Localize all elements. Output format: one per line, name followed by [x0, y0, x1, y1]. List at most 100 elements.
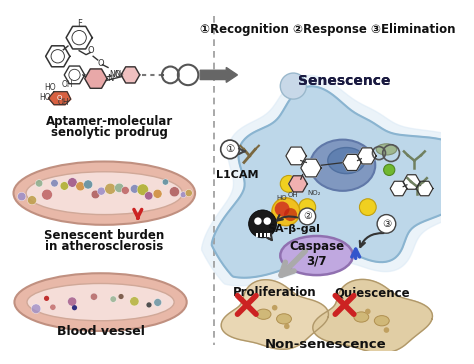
- Polygon shape: [201, 75, 474, 286]
- Circle shape: [264, 217, 271, 225]
- Circle shape: [359, 199, 376, 215]
- Circle shape: [130, 297, 139, 306]
- Text: Quiescence: Quiescence: [335, 286, 410, 299]
- Polygon shape: [121, 67, 140, 83]
- Ellipse shape: [310, 140, 375, 191]
- Text: Proliferation: Proliferation: [233, 286, 317, 299]
- Circle shape: [68, 297, 77, 306]
- Ellipse shape: [14, 273, 187, 331]
- Circle shape: [97, 187, 105, 195]
- Circle shape: [130, 185, 139, 193]
- Circle shape: [115, 183, 124, 193]
- Circle shape: [153, 189, 162, 198]
- Text: in atherosclerosis: in atherosclerosis: [45, 240, 164, 253]
- Circle shape: [299, 208, 316, 225]
- Circle shape: [154, 298, 162, 306]
- Circle shape: [50, 304, 56, 310]
- Ellipse shape: [27, 284, 174, 321]
- Polygon shape: [48, 92, 71, 105]
- Bar: [264, 233, 266, 237]
- Text: O: O: [57, 95, 62, 101]
- Circle shape: [146, 302, 152, 308]
- Circle shape: [83, 180, 92, 189]
- Text: Non-senescence: Non-senescence: [265, 339, 387, 352]
- Text: L1CAM: L1CAM: [216, 170, 259, 179]
- Text: Senescent burden: Senescent burden: [44, 229, 164, 242]
- Circle shape: [110, 296, 117, 302]
- Circle shape: [377, 215, 396, 233]
- Text: NO₂: NO₂: [109, 70, 124, 79]
- Text: F: F: [77, 19, 82, 28]
- Text: ②: ②: [303, 211, 312, 221]
- Bar: [267, 233, 270, 237]
- Circle shape: [254, 217, 262, 225]
- Ellipse shape: [13, 162, 195, 225]
- Ellipse shape: [354, 312, 369, 322]
- Circle shape: [91, 190, 100, 199]
- Text: NO₂: NO₂: [307, 190, 321, 196]
- Text: ①: ①: [225, 145, 235, 154]
- Circle shape: [137, 184, 148, 195]
- Circle shape: [18, 192, 26, 201]
- Polygon shape: [301, 159, 321, 177]
- Circle shape: [145, 191, 153, 200]
- Text: HO: HO: [277, 195, 287, 201]
- Polygon shape: [357, 148, 376, 164]
- Circle shape: [51, 179, 58, 187]
- Circle shape: [284, 208, 297, 221]
- Circle shape: [169, 187, 180, 197]
- Text: Senescence: Senescence: [298, 74, 391, 88]
- Circle shape: [180, 192, 186, 198]
- Circle shape: [221, 140, 239, 159]
- Text: OH: OH: [288, 192, 299, 198]
- Circle shape: [27, 196, 36, 205]
- Circle shape: [284, 324, 290, 329]
- Ellipse shape: [276, 314, 292, 324]
- Text: Senescence: Senescence: [298, 74, 391, 88]
- Polygon shape: [212, 86, 468, 278]
- Circle shape: [72, 305, 77, 310]
- Circle shape: [383, 327, 389, 333]
- Circle shape: [60, 182, 69, 190]
- Circle shape: [280, 73, 306, 99]
- Bar: [256, 233, 258, 237]
- Text: Caspase
3/7: Caspase 3/7: [289, 240, 344, 268]
- Text: ①Recognition ②Response ③Elimination: ①Recognition ②Response ③Elimination: [200, 23, 456, 36]
- Circle shape: [185, 190, 192, 197]
- Circle shape: [105, 183, 116, 194]
- Circle shape: [299, 199, 316, 215]
- Circle shape: [275, 202, 290, 217]
- Polygon shape: [221, 280, 328, 349]
- Circle shape: [118, 294, 124, 299]
- Bar: [260, 233, 262, 237]
- Circle shape: [280, 175, 297, 192]
- Circle shape: [272, 305, 277, 310]
- Circle shape: [68, 178, 77, 187]
- Text: N: N: [114, 70, 120, 79]
- Polygon shape: [313, 280, 432, 353]
- Circle shape: [272, 198, 300, 226]
- Polygon shape: [416, 181, 433, 196]
- Polygon shape: [289, 176, 307, 192]
- Ellipse shape: [328, 147, 365, 174]
- Circle shape: [121, 186, 129, 194]
- Ellipse shape: [26, 172, 182, 215]
- Circle shape: [31, 304, 41, 313]
- Circle shape: [76, 182, 85, 191]
- Text: HO: HO: [40, 93, 51, 102]
- Polygon shape: [46, 46, 70, 67]
- Ellipse shape: [256, 309, 271, 319]
- Text: N: N: [107, 74, 113, 83]
- Ellipse shape: [374, 316, 389, 326]
- Polygon shape: [390, 181, 407, 196]
- Text: SA-β-gal: SA-β-gal: [267, 223, 320, 234]
- Polygon shape: [343, 154, 361, 170]
- Circle shape: [42, 189, 53, 200]
- Text: O: O: [97, 59, 104, 68]
- Polygon shape: [403, 175, 420, 189]
- Circle shape: [91, 293, 98, 300]
- Circle shape: [249, 210, 276, 238]
- Text: Aptamer-molecular: Aptamer-molecular: [46, 115, 173, 128]
- Circle shape: [383, 164, 395, 175]
- Text: ③: ③: [382, 219, 391, 229]
